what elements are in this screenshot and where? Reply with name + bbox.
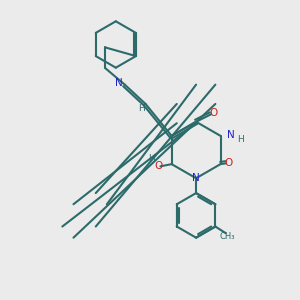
Text: O: O: [224, 158, 232, 168]
Text: N: N: [227, 130, 235, 140]
Text: CH₃: CH₃: [219, 232, 235, 241]
Text: H: H: [148, 154, 155, 164]
Text: H: H: [237, 135, 244, 144]
Text: N: N: [192, 173, 200, 183]
Text: N: N: [116, 77, 123, 88]
Text: H: H: [138, 104, 145, 113]
Text: O: O: [154, 161, 162, 171]
Text: O: O: [209, 108, 218, 118]
